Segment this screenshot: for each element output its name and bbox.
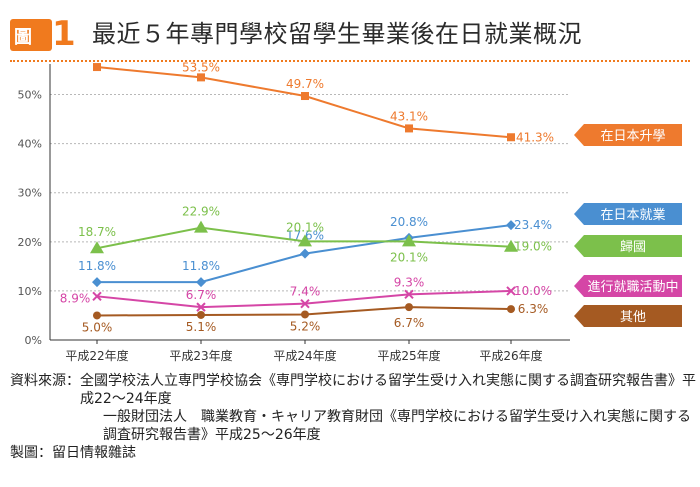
legend-label: 在日本就業 xyxy=(600,207,665,223)
data-point xyxy=(300,298,310,309)
data-label: 43.1% xyxy=(390,109,428,123)
data-point xyxy=(404,289,414,300)
source-notes: 資料來源： 全國学校法人立専門学校協会《専門学校における留学生受け入れ実態に関す… xyxy=(10,372,696,462)
figure-badge-number: 1 xyxy=(52,14,76,54)
y-tick-label: 40% xyxy=(18,138,42,151)
source-row: 資料來源： 全國学校法人立専門学校協会《専門学校における留学生受け入れ実態に関す… xyxy=(10,372,696,408)
data-label: 49.7% xyxy=(286,77,324,91)
line-chart: 0% 10% 20% 30% 40% 50% 平成22年度 平成23年度 平成24年度 平成25年… xyxy=(18,62,682,363)
data-label: 6.7% xyxy=(186,288,217,302)
data-point xyxy=(507,133,515,142)
legend-label: 歸國 xyxy=(620,240,646,255)
data-label: 8.9% xyxy=(60,291,91,305)
legend-label: 其他 xyxy=(620,310,646,325)
data-label: 19.0% xyxy=(514,240,552,254)
y-tick-label: 50% xyxy=(18,89,42,102)
legend-label: 進行就職活動中 xyxy=(587,280,678,295)
data-label: 5.2% xyxy=(290,319,321,333)
producer-row: 製圖： 留日情報雜誌 xyxy=(10,444,696,462)
x-tick-label: 平成26年度 xyxy=(479,348,542,363)
source-label: 資料來源： xyxy=(10,373,80,389)
legend-tag xyxy=(574,305,682,327)
data-point xyxy=(197,73,205,82)
x-tick-label: 平成22年度 xyxy=(65,348,128,363)
data-label: 23.4% xyxy=(514,218,552,232)
data-label: 55.6% xyxy=(78,62,116,64)
data-point xyxy=(300,248,310,259)
legend-tag xyxy=(574,124,682,146)
data-label: 53.5% xyxy=(182,62,220,74)
figure-badge: 圖 1 xyxy=(10,17,76,53)
data-point xyxy=(196,302,206,312)
data-point xyxy=(506,286,516,296)
x-tick-label: 平成23年度 xyxy=(169,348,232,363)
figure-badge-text: 圖 xyxy=(14,27,32,48)
data-point xyxy=(93,63,101,72)
data-label: 5.0% xyxy=(82,320,113,334)
legend-label: 在日本升學 xyxy=(600,129,665,144)
data-label: 10.0% xyxy=(514,284,552,298)
legend-tag xyxy=(574,203,682,225)
data-label: 18.7% xyxy=(78,225,116,239)
y-tick-label: 20% xyxy=(18,236,42,249)
data-point xyxy=(301,310,309,319)
chart-title: 最近５年專門學校留學生畢業後在日就業概況 xyxy=(92,20,582,48)
data-point xyxy=(506,220,516,231)
data-point xyxy=(402,234,416,247)
data-label: 6.3% xyxy=(518,302,549,316)
legend-tag xyxy=(574,275,682,297)
legend-tag xyxy=(574,235,682,257)
data-point xyxy=(196,277,206,288)
data-point xyxy=(301,92,309,101)
data-label: 20.8% xyxy=(390,215,428,229)
producer-text: 留日情報雜誌 xyxy=(52,445,136,461)
data-point xyxy=(504,239,518,252)
data-point xyxy=(194,220,208,233)
x-tick-label: 平成25年度 xyxy=(377,348,440,363)
source-line-2: 一般財団法人 職業教育・キャリア教育財団《専門学校における留学生受け入れ実態に関… xyxy=(103,409,691,443)
figure-badge-background xyxy=(10,19,52,51)
data-label: 22.9% xyxy=(182,205,220,219)
data-label: 5.1% xyxy=(186,320,217,334)
data-label: 41.3% xyxy=(516,130,554,144)
y-tick-label: 0% xyxy=(25,334,42,347)
y-tick-label: 30% xyxy=(18,187,42,200)
data-label: 9.3% xyxy=(394,275,425,289)
data-label: 11.8% xyxy=(78,259,116,273)
producer-label: 製圖： xyxy=(10,445,52,461)
data-point xyxy=(507,305,515,314)
data-label: 6.7% xyxy=(394,316,425,330)
header: 圖 1 最近５年專門學校留學生畢業後在日就業概況 xyxy=(0,0,700,62)
data-label: 20.1% xyxy=(286,220,324,234)
data-point xyxy=(90,241,104,254)
y-tick-label: 10% xyxy=(18,285,42,298)
data-label: 7.4% xyxy=(290,285,321,299)
data-label: 20.1% xyxy=(390,250,428,264)
data-point xyxy=(298,234,312,247)
data-point xyxy=(405,124,413,133)
data-point xyxy=(405,303,413,312)
data-point xyxy=(92,277,102,288)
source-line-1: 全國学校法人立専門学校協会《専門学校における留学生受け入れ実態に関する調査研究報… xyxy=(80,373,696,407)
title-divider xyxy=(10,60,690,62)
data-point xyxy=(92,291,102,302)
x-tick-label: 平成24年度 xyxy=(273,348,336,363)
data-point xyxy=(197,310,205,319)
data-point xyxy=(93,311,101,320)
data-label: 11.8% xyxy=(182,259,220,273)
